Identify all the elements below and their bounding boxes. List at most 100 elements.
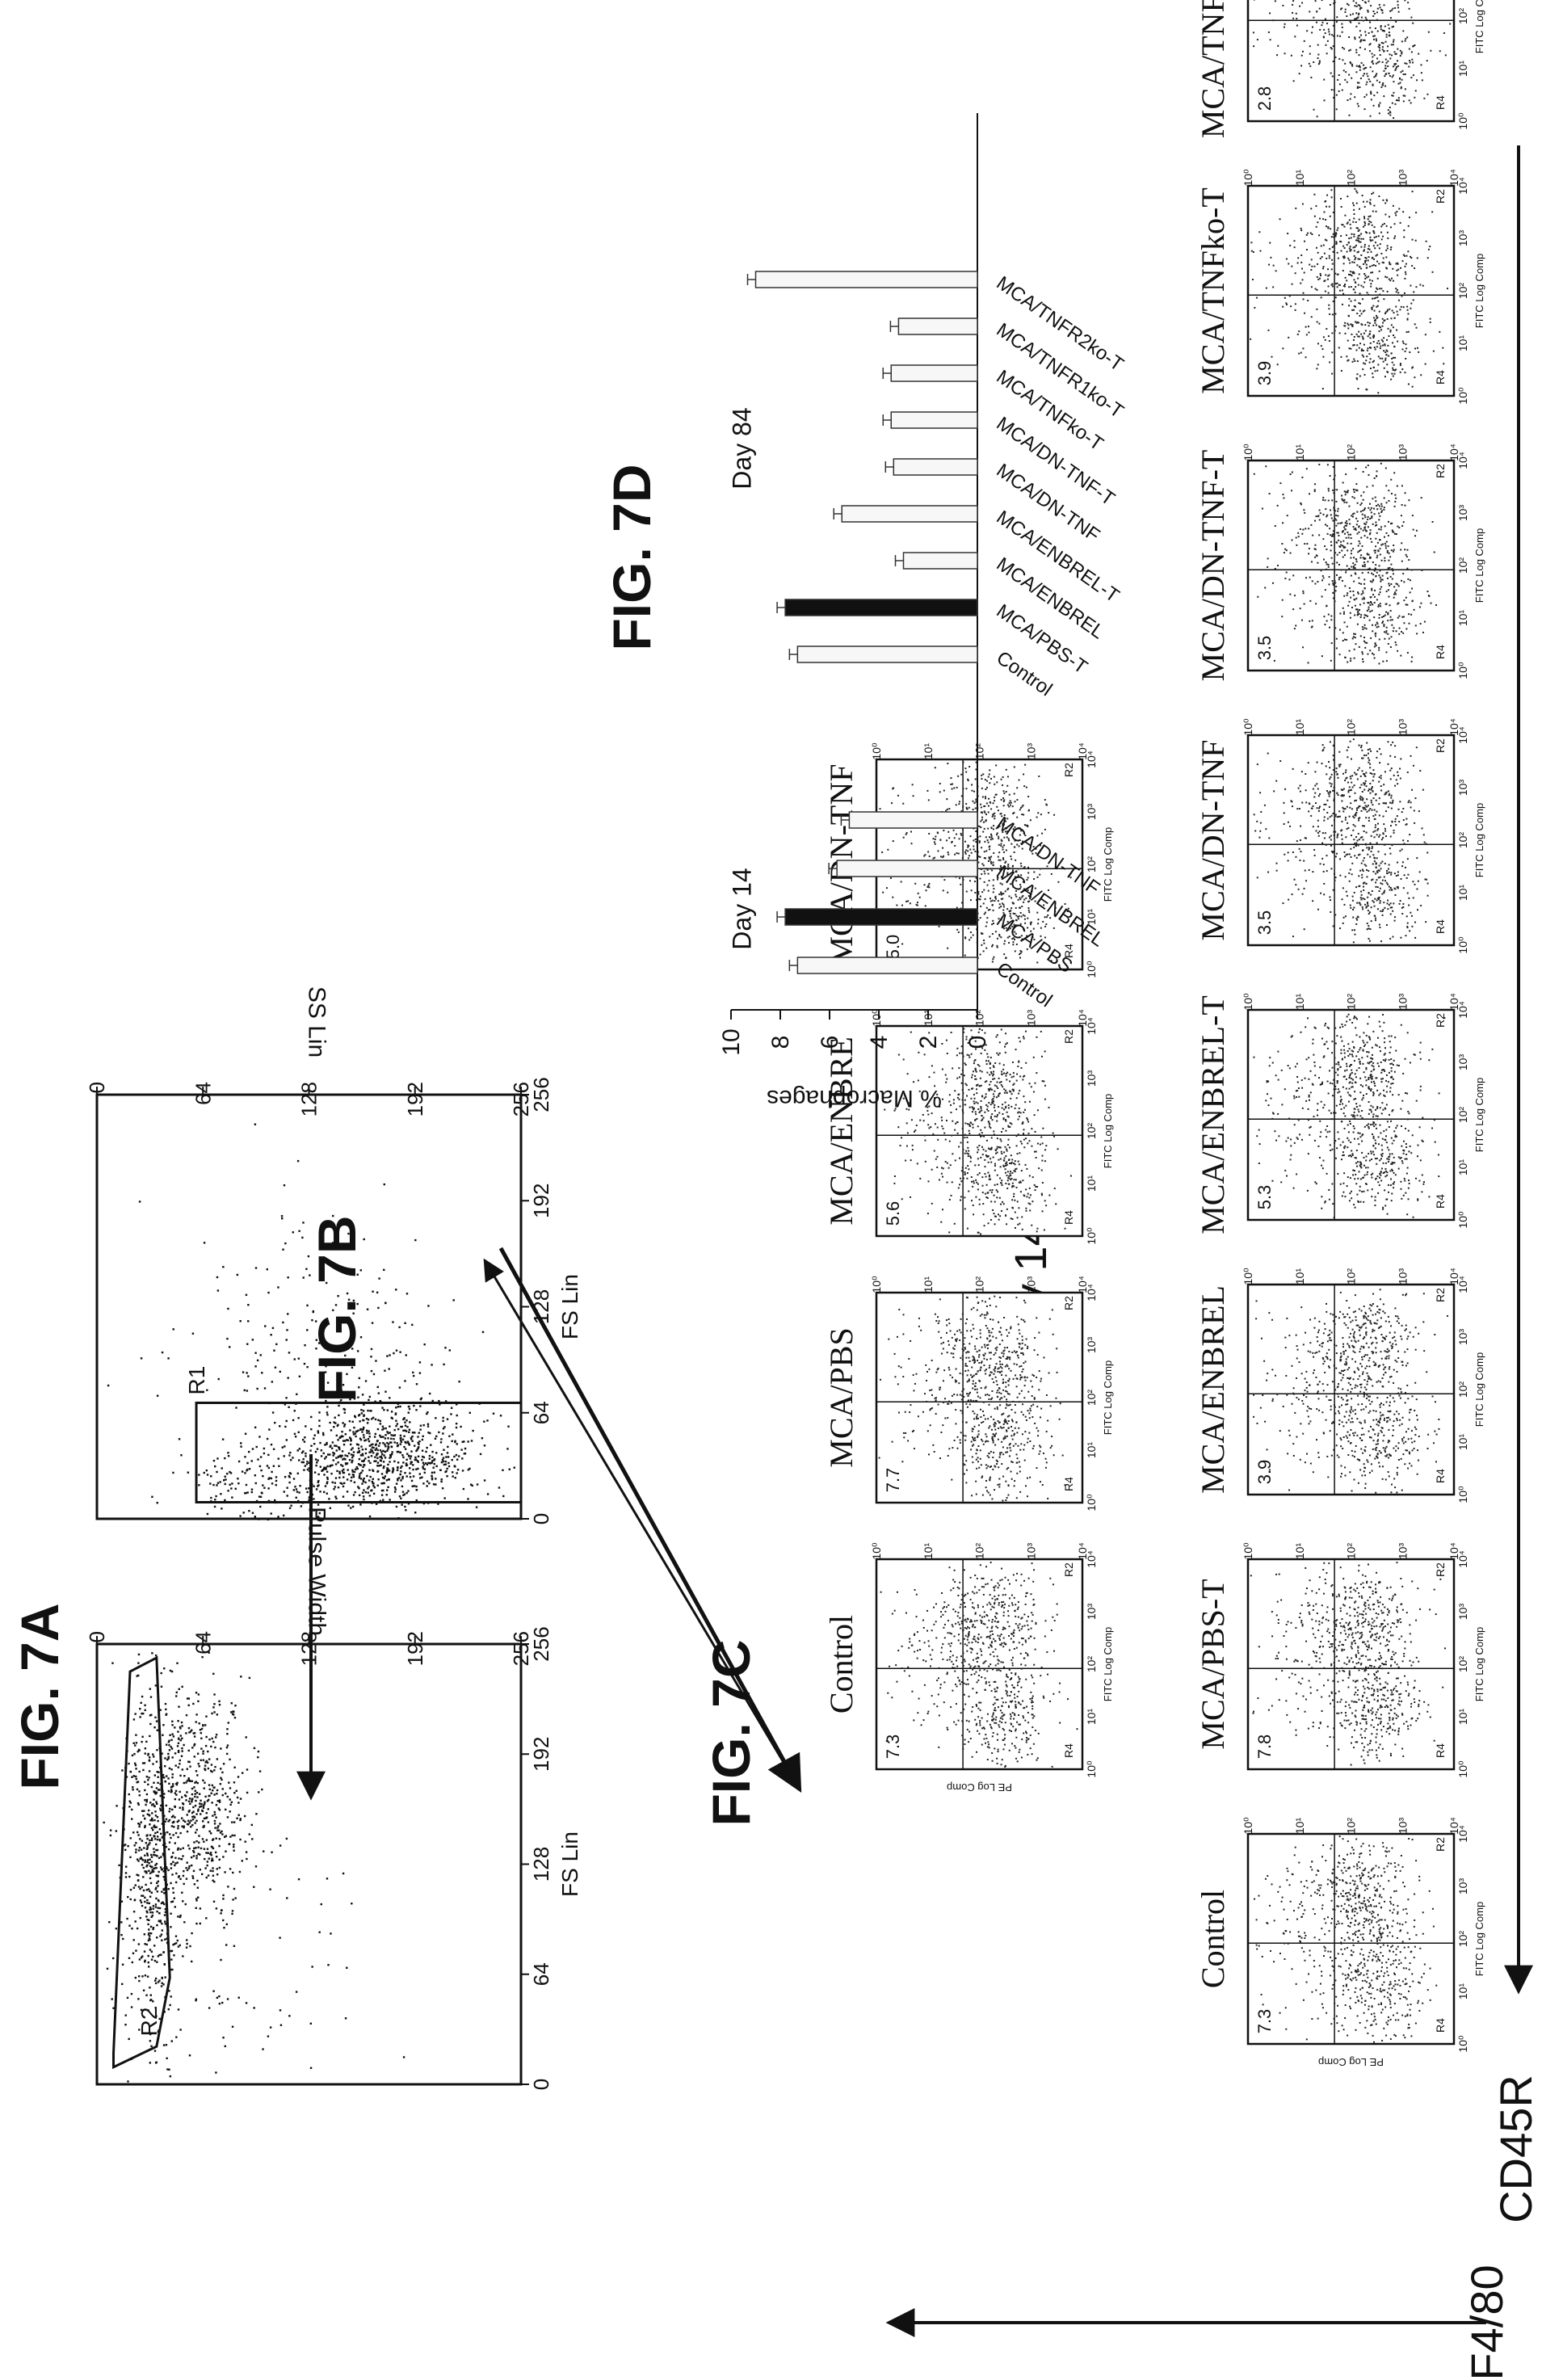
chart-7c-y-tick-label: 10³ (1024, 1543, 1037, 1560)
chart-7a-point (150, 1853, 153, 1856)
chart-7b-point (391, 1417, 393, 1420)
chart-7b-point (376, 1440, 379, 1443)
chart-7a-point (153, 2050, 157, 2052)
chart-7b-point (256, 1359, 259, 1362)
chart-7a-point (144, 1752, 146, 1755)
chart-7c-point (1010, 1633, 1013, 1635)
chart-7a-point (169, 1833, 171, 1835)
chart-7a-point (155, 1874, 158, 1877)
chart-7a-point (183, 1781, 185, 1785)
chart-7c-point (989, 839, 992, 841)
chart-7a-point (177, 1847, 179, 1850)
chart-7c-point (973, 1592, 976, 1595)
chart-7c-point (997, 900, 999, 902)
chart-7c-point (1023, 1319, 1025, 1322)
chart-7a-point (203, 1804, 205, 1806)
chart-7c-point (985, 1139, 988, 1142)
chart-7c-point (1008, 1583, 1010, 1585)
chart-7c-point (1006, 1621, 1009, 1623)
chart-7a-point (178, 1798, 181, 1801)
chart-7a-point (218, 1866, 221, 1869)
chart-7b-point (305, 1487, 308, 1490)
chart-7c-point (977, 1360, 979, 1362)
chart-7c-point (997, 1626, 999, 1629)
chart-7a-point (194, 1822, 196, 1824)
chart-7c-point (980, 1156, 982, 1158)
chart-7c-point (993, 1680, 995, 1683)
chart-7c-point (990, 1645, 993, 1647)
chart-7c-point (989, 1189, 991, 1192)
chart-7b-point (392, 1434, 395, 1437)
chart-7c-point (1023, 1444, 1026, 1446)
chart-7c-point (950, 1112, 952, 1114)
chart-7b-point (404, 1448, 407, 1450)
chart-7c-point (956, 1380, 958, 1382)
chart-7b-point (215, 1495, 217, 1498)
chart-7c-point (1016, 1572, 1019, 1575)
chart-7b-point (396, 1469, 399, 1472)
chart-7a-point (166, 1759, 169, 1761)
chart-7b-point (382, 1436, 384, 1438)
chart-7b-point (376, 1386, 379, 1389)
chart-7c-point (989, 1603, 992, 1605)
chart-7c-point (985, 1369, 988, 1371)
chart-7b-point (371, 1449, 374, 1453)
chart-7c-point (985, 1175, 987, 1178)
chart-7b-point (384, 1475, 387, 1478)
chart-7a-point (121, 1983, 124, 1986)
chart-7c-point (994, 1169, 996, 1171)
chart-7a-point (170, 1790, 173, 1793)
chart-7c-point (967, 1625, 969, 1628)
chart-7c-point (997, 826, 999, 829)
chart-7c-point (985, 1060, 988, 1062)
chart-7b-point (264, 1325, 267, 1327)
chart-7c-point (1017, 1112, 1019, 1114)
chart-7c-point (1018, 1642, 1020, 1644)
chart-7c-point (960, 1604, 962, 1606)
chart-7b-point (418, 1446, 420, 1449)
chart-7c-point (967, 1618, 969, 1621)
chart-7c-point (880, 1591, 882, 1593)
chart-7c-point (959, 1581, 961, 1583)
chart-7b-point (467, 1469, 470, 1471)
chart-7c-point (940, 1172, 943, 1175)
chart-7b-point (363, 1414, 365, 1416)
chart-7a-point (170, 1739, 173, 1741)
chart-7c-point (1008, 1668, 1010, 1671)
chart-7c-point (1005, 1164, 1007, 1167)
chart-7c-point (933, 1623, 935, 1625)
chart-7c-point (977, 1433, 980, 1436)
chart-7b-point (228, 1346, 231, 1348)
chart-7c-point (970, 1175, 973, 1178)
chart-7a-point (124, 1848, 127, 1852)
chart-7c-point (980, 1129, 982, 1131)
chart-7b-point (418, 1440, 421, 1443)
chart-7c-point (1031, 1447, 1034, 1449)
chart-7b-point (368, 1451, 371, 1453)
chart-7a-point (126, 1917, 128, 1920)
chart-7b-point (410, 1479, 414, 1482)
chart-7a-point (164, 1757, 166, 1760)
chart-7c-point (987, 1147, 989, 1150)
chart-7c-point (1015, 1104, 1017, 1106)
chart-7b-point (358, 1415, 360, 1417)
chart-7c-point (1003, 1420, 1006, 1423)
chart-7c-point (974, 1388, 977, 1390)
chart-7c-point (989, 1684, 991, 1687)
chart-7a-point (171, 1808, 174, 1811)
chart-7a-point (181, 1685, 183, 1688)
chart-7c-point (966, 1095, 968, 1097)
chart-7c-point (1006, 1144, 1009, 1146)
chart-7a-point (219, 1823, 221, 1825)
chart-7c-point (983, 1738, 985, 1740)
chart-7b-point (216, 1457, 219, 1460)
chart-7a-point (137, 1975, 141, 1978)
chart-7c-group: Day 147.3R2R410⁰10⁰10¹10¹10²10²10³10³10⁴… (823, 742, 1114, 1793)
chart-7a-point (137, 1879, 140, 1882)
chart-7b-point (355, 1465, 359, 1469)
chart-7b-point (332, 1459, 334, 1461)
chart-7b-point (372, 1484, 375, 1487)
chart-7a-point (184, 1795, 187, 1798)
chart-7c-point (1045, 1145, 1048, 1147)
chart-7a-point (192, 1702, 195, 1705)
